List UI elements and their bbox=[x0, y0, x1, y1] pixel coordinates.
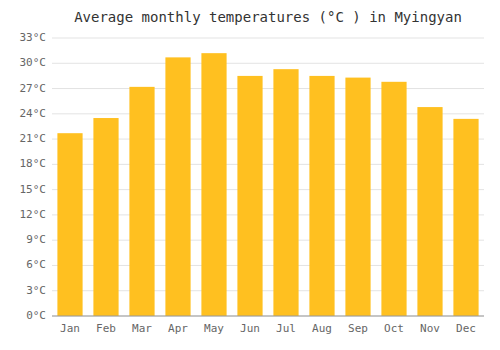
x-ticks: Jan Feb Mar Apr May Jun Jul Aug Sep Oct Nov Dec bbox=[60, 322, 476, 335]
grid bbox=[52, 38, 484, 316]
bar bbox=[381, 82, 406, 316]
bar bbox=[237, 76, 262, 316]
y-tick-label: 3°C bbox=[26, 284, 46, 297]
x-tick-label: Aug bbox=[312, 322, 332, 335]
y-tick-label: 21°C bbox=[20, 132, 47, 145]
x-tick-label: Sep bbox=[348, 322, 368, 335]
y-tick-label: 33°C bbox=[20, 31, 47, 44]
y-tick-label: 0°C bbox=[26, 309, 46, 322]
y-tick-label: 15°C bbox=[20, 183, 47, 196]
y-ticks: 0°C 3°C 6°C 9°C 12°C 15°C 18°C 21°C 24°C 27°C 30°C… bbox=[20, 31, 47, 322]
bar bbox=[273, 69, 298, 316]
bar bbox=[309, 76, 334, 316]
grid-line bbox=[52, 88, 484, 89]
bar bbox=[129, 87, 154, 316]
y-tick-label: 9°C bbox=[26, 233, 46, 246]
y-tick-label: 12°C bbox=[20, 208, 47, 221]
x-tick-label: Feb bbox=[96, 322, 116, 335]
bar bbox=[201, 53, 226, 316]
x-tick-label: Jul bbox=[276, 322, 296, 335]
grid-line bbox=[52, 63, 484, 64]
bar bbox=[93, 118, 118, 316]
bar bbox=[57, 133, 82, 316]
x-tick-label: Dec bbox=[456, 322, 476, 335]
y-tick-label: 24°C bbox=[20, 107, 47, 120]
y-tick-label: 27°C bbox=[20, 82, 47, 95]
bar bbox=[453, 119, 478, 316]
bars bbox=[57, 53, 478, 316]
x-tick-label: Jan bbox=[60, 322, 80, 335]
x-tick-label: Mar bbox=[132, 322, 152, 335]
x-tick-label: Apr bbox=[168, 322, 188, 335]
title: Average monthly temperatures (°C ) in My… bbox=[74, 9, 462, 25]
y-tick-label: 18°C bbox=[20, 157, 47, 170]
chart: 0°C 3°C 6°C 9°C 12°C 15°C 18°C 21°C 24°C 27°C 30°C… bbox=[0, 0, 500, 350]
grid-line bbox=[52, 316, 484, 317]
y-tick-label: 6°C bbox=[26, 258, 46, 271]
x-tick-label: Nov bbox=[420, 322, 440, 335]
grid-line bbox=[52, 38, 484, 39]
bar bbox=[165, 57, 190, 316]
x-tick-label: May bbox=[204, 322, 224, 335]
x-tick-label: Oct bbox=[384, 322, 404, 335]
x-tick-label: Jun bbox=[240, 322, 260, 335]
bar bbox=[417, 107, 442, 316]
bar bbox=[345, 78, 370, 316]
x-axis-line bbox=[52, 316, 484, 317]
y-tick-label: 30°C bbox=[20, 56, 47, 69]
